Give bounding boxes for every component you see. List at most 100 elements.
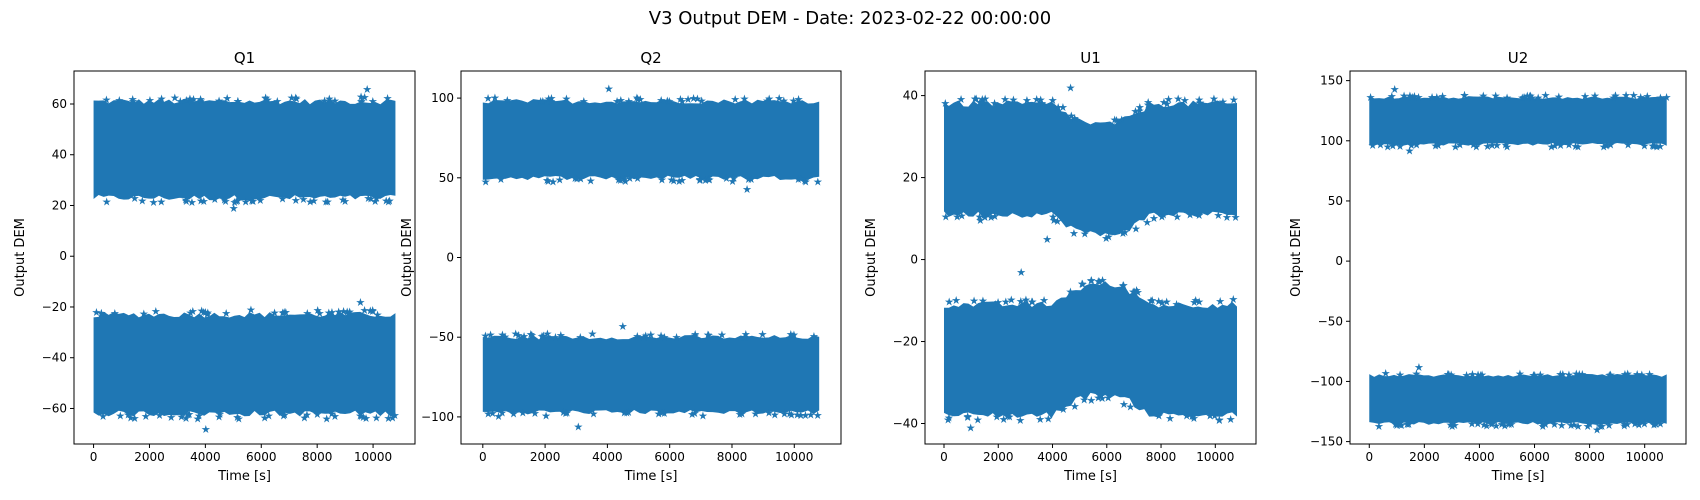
- scatter-point: ★: [202, 308, 212, 321]
- scatter-point: ★: [1066, 286, 1076, 299]
- scatter-point: ★: [102, 196, 112, 209]
- scatter-point: ★: [1214, 414, 1224, 427]
- scatter-point: ★: [221, 195, 231, 208]
- scatter-point: ★: [1027, 296, 1037, 309]
- scatter-point: ★: [1433, 139, 1443, 152]
- scatter-point: ★: [232, 411, 242, 424]
- scatter-point: ★: [1159, 96, 1169, 109]
- scatter-point: ★: [1639, 140, 1649, 153]
- figure-title: V3 Output DEM - Date: 2023-02-22 00:00:0…: [649, 8, 1051, 29]
- scatter-point: ★: [1132, 284, 1142, 297]
- scatter-point: ★: [229, 202, 239, 215]
- scatter-point: ★: [573, 420, 583, 433]
- scatter-point: ★: [625, 172, 635, 185]
- scatter-point: ★: [576, 173, 586, 186]
- scatter-point: ★: [1128, 285, 1138, 298]
- scatter-point: ★: [1580, 90, 1590, 103]
- scatter-point: ★: [744, 173, 754, 186]
- scatter-point: ★: [518, 407, 528, 420]
- scatter-point: ★: [339, 305, 349, 318]
- scatter-point: ★: [695, 173, 705, 186]
- scatter-point: ★: [1006, 294, 1016, 307]
- scatter-point: ★: [654, 407, 664, 420]
- scatter-point: ★: [368, 95, 378, 108]
- scatter-point: ★: [1086, 274, 1096, 287]
- scatter-point: ★: [270, 306, 280, 319]
- scatter-point: ★: [770, 409, 780, 422]
- scatter-point: ★: [185, 93, 195, 106]
- scatter-point: ★: [536, 95, 546, 108]
- scatter-point: ★: [690, 328, 700, 341]
- scatter-point: ★: [1187, 410, 1197, 423]
- scatter-point: ★: [1477, 369, 1487, 382]
- scatter-point: ★: [992, 411, 1002, 424]
- scatter-point: ★: [641, 329, 651, 342]
- scatter-point: ★: [793, 173, 803, 186]
- scatter-point: ★: [980, 211, 990, 224]
- y-tick-label: −100: [421, 410, 454, 424]
- scatter-point: ★: [612, 95, 622, 108]
- scatter-point: ★: [1473, 418, 1483, 431]
- scatter-point: ★: [356, 296, 366, 309]
- scatter-point: ★: [233, 95, 243, 108]
- scatter-point: ★: [1189, 410, 1199, 423]
- scatter-point: ★: [261, 92, 271, 105]
- scatter-point: ★: [1460, 89, 1470, 102]
- scatter-point: ★: [1468, 139, 1478, 152]
- scatter-point: ★: [363, 192, 373, 205]
- scatter-point: ★: [1409, 90, 1419, 103]
- scatter-point: ★: [355, 409, 365, 422]
- scatter-point: ★: [1574, 368, 1584, 381]
- scatter-point: ★: [1118, 280, 1128, 293]
- scatter-point: ★: [1131, 222, 1141, 235]
- scatter-point: ★: [620, 175, 630, 188]
- scatter-point: ★: [1515, 367, 1525, 380]
- scatter-point: ★: [368, 304, 378, 317]
- scatter-point: ★: [741, 328, 751, 341]
- scatter-point: ★: [728, 175, 738, 188]
- scatter-point: ★: [978, 295, 988, 308]
- x-tick-label: 2000: [530, 450, 561, 464]
- scatter-point: ★: [1606, 139, 1616, 152]
- scatter-point: ★: [222, 92, 232, 105]
- scatter-point: ★: [1662, 91, 1672, 104]
- scatter-point: ★: [762, 94, 772, 107]
- scatter-point: ★: [751, 407, 761, 420]
- y-tick-label: 40: [52, 148, 67, 162]
- scatter-point: ★: [746, 173, 756, 186]
- scatter-point: ★: [1069, 227, 1079, 240]
- scatter-point: ★: [986, 211, 996, 224]
- scatter-point: ★: [689, 92, 699, 105]
- scatter-point: ★: [1592, 424, 1602, 437]
- scatter-point: ★: [979, 96, 989, 109]
- scatter-point: ★: [1455, 139, 1465, 152]
- scatter-point: ★: [1412, 368, 1422, 381]
- scatter-point: ★: [1546, 140, 1556, 153]
- scatter-point: ★: [1447, 420, 1457, 433]
- scatter-point: ★: [1450, 419, 1460, 432]
- x-tick-label: 0: [479, 450, 487, 464]
- scatter-point: ★: [1172, 298, 1182, 311]
- scatter-point: ★: [497, 406, 507, 419]
- scatter-point: ★: [1610, 89, 1620, 102]
- scatter-point: ★: [624, 406, 634, 419]
- scatter-point: ★: [952, 210, 962, 223]
- scatter-point: ★: [291, 92, 301, 105]
- scatter-point: ★: [1015, 414, 1025, 427]
- scatter-point: ★: [990, 210, 1000, 223]
- scatter-point: ★: [1468, 368, 1478, 381]
- scatter-point: ★: [360, 304, 370, 317]
- scatter-point: ★: [371, 411, 381, 424]
- scatter-point: ★: [1000, 93, 1010, 106]
- scatter-point: ★: [1634, 419, 1644, 432]
- scatter-point: ★: [1649, 140, 1659, 153]
- scatter-point: ★: [941, 210, 951, 223]
- scatter-point: ★: [1492, 139, 1502, 152]
- scatter-point: ★: [662, 95, 672, 108]
- scatter-point: ★: [1094, 275, 1104, 288]
- scatter-point: ★: [739, 92, 749, 105]
- scatter-point: ★: [575, 331, 585, 344]
- scatter-band-upper: [93, 98, 396, 201]
- scatter-point: ★: [656, 94, 666, 107]
